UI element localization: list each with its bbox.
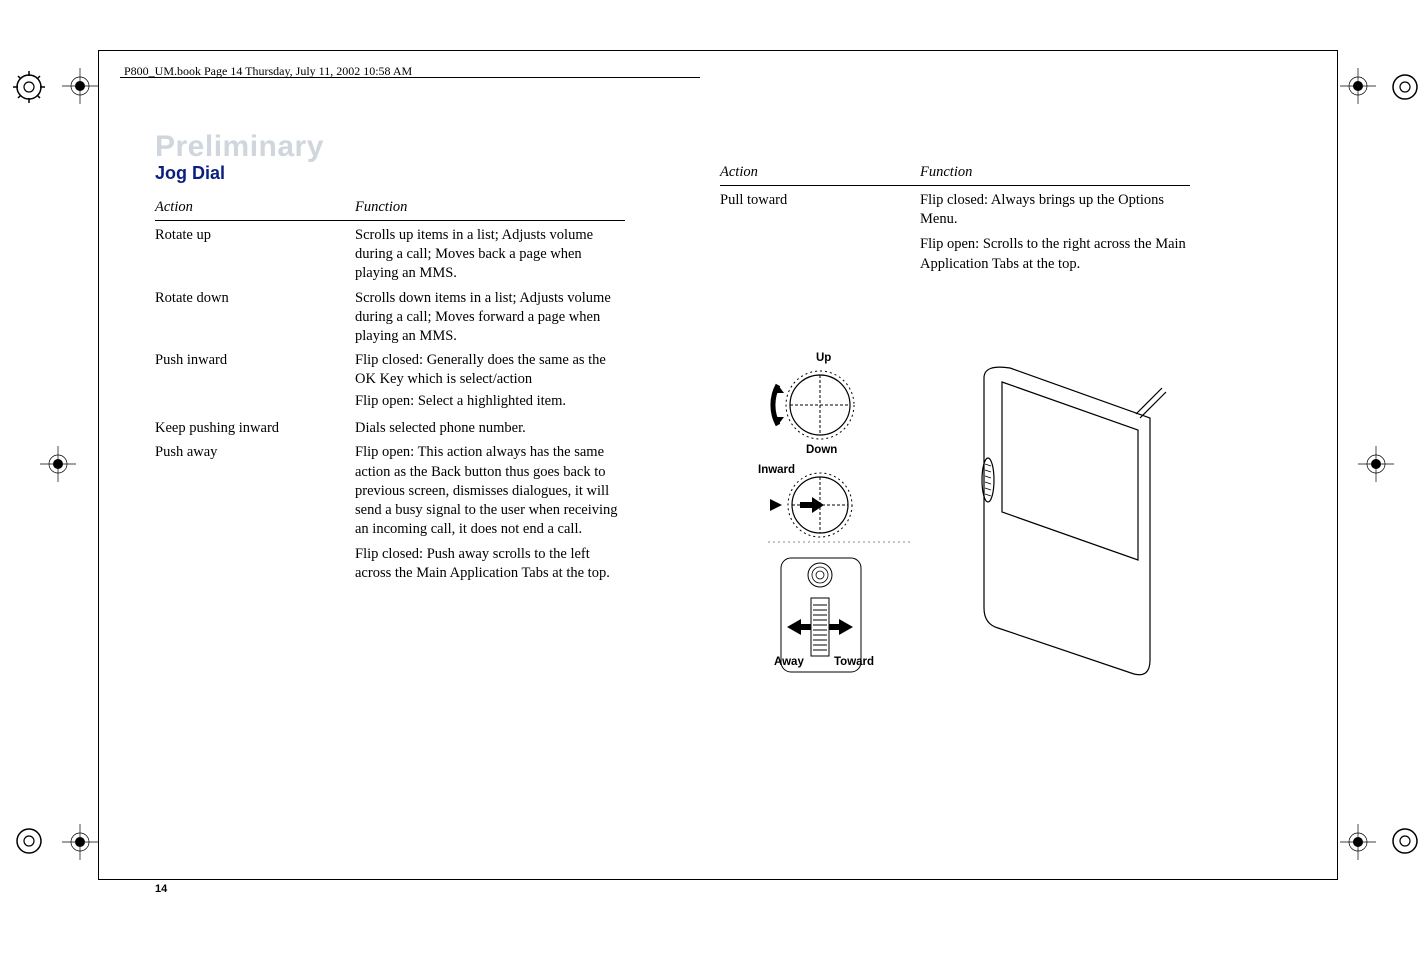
- section-title: Jog Dial: [155, 163, 225, 184]
- registration-mark-mr: [1358, 446, 1394, 482]
- table-row: Push away Flip open: This action always …: [155, 438, 625, 586]
- function-cell: Dials selected phone number.: [355, 414, 625, 438]
- action-cell: Keep pushing inward: [155, 414, 355, 438]
- header-rule: [120, 77, 700, 78]
- col-header-function: Function: [920, 163, 1190, 186]
- action-cell: Push away: [155, 438, 355, 586]
- table-row: Push inward Flip closed: Generally does …: [155, 346, 625, 414]
- function-cell: Flip closed: Always brings up the Option…: [920, 186, 1190, 277]
- action-table-right: Action Function Pull toward Flip closed:…: [720, 163, 1190, 277]
- label-up: Up: [816, 352, 831, 364]
- col-header-function: Function: [355, 198, 625, 221]
- page-number: 14: [155, 883, 167, 895]
- function-cell: Flip open: This action always has the sa…: [355, 438, 625, 586]
- label-down: Down: [806, 444, 837, 456]
- action-table-left: Action Function Rotate up Scrolls up ite…: [155, 198, 625, 586]
- function-cell: Scrolls down items in a list; Adjusts vo…: [355, 284, 625, 346]
- table-row: Pull toward Flip closed: Always brings u…: [720, 186, 1190, 277]
- registration-mark-tl: [62, 68, 98, 104]
- registration-mark-ml: [40, 446, 76, 482]
- registration-mark-bl: [62, 824, 98, 860]
- gear-icon: [1388, 70, 1422, 104]
- registration-mark-br: [1340, 824, 1376, 860]
- jogdial-illustration: [760, 350, 1170, 700]
- registration-mark-tr: [1340, 68, 1376, 104]
- gear-icon: [12, 70, 46, 104]
- right-column: Action Function Pull toward Flip closed:…: [720, 163, 1190, 277]
- action-cell: Pull toward: [720, 186, 920, 277]
- function-cell: Flip closed: Generally does the same as …: [355, 346, 625, 414]
- function-cell: Scrolls up items in a list; Adjusts volu…: [355, 221, 625, 284]
- col-header-action: Action: [155, 198, 355, 221]
- label-inward: Inward: [758, 464, 795, 476]
- jogdial-figure: Up Down Inward Away Toward: [760, 350, 1170, 700]
- action-cell: Rotate up: [155, 221, 355, 284]
- watermark-text: Preliminary: [155, 130, 324, 164]
- table-row: Rotate up Scrolls up items in a list; Ad…: [155, 221, 625, 284]
- left-column: Action Function Rotate up Scrolls up ite…: [155, 198, 625, 586]
- label-toward: Toward: [834, 656, 874, 668]
- gear-icon: [12, 824, 46, 858]
- table-row: Keep pushing inward Dials selected phone…: [155, 414, 625, 438]
- gear-icon: [1388, 824, 1422, 858]
- col-header-action: Action: [720, 163, 920, 186]
- action-cell: Rotate down: [155, 284, 355, 346]
- table-row: Rotate down Scrolls down items in a list…: [155, 284, 625, 346]
- label-away: Away: [774, 656, 804, 668]
- action-cell: Push inward: [155, 346, 355, 414]
